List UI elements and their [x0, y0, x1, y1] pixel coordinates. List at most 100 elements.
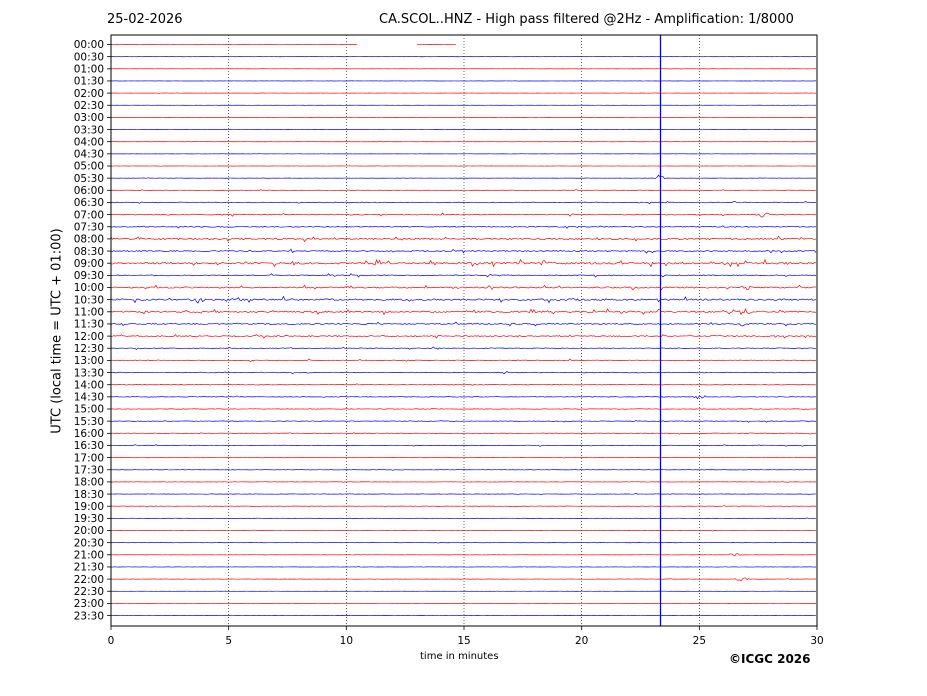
trace-2030	[110, 542, 817, 544]
trace-1800	[110, 481, 817, 483]
y-tick-label: 01:00	[74, 64, 104, 76]
y-tick-label: 22:30	[74, 586, 104, 598]
trace-1030	[110, 295, 817, 304]
credit-label: ©ICGC 2026	[729, 652, 811, 666]
y-tick-label: 19:30	[74, 513, 104, 525]
y-tick-label: 19:00	[74, 501, 104, 513]
y-tick-label: 20:00	[74, 525, 104, 537]
trace-2000	[110, 529, 816, 532]
y-tick-label: 14:00	[74, 379, 104, 391]
y-tick-label: 12:30	[74, 343, 104, 355]
y-tick-label: 17:30	[74, 464, 104, 476]
y-tick-label: 16:30	[74, 440, 104, 452]
y-tick-label: 00:30	[74, 51, 104, 63]
y-tick-label: 23:30	[74, 610, 104, 622]
y-tick-label: 10:30	[74, 294, 104, 306]
date-label: 25-02-2026	[107, 12, 183, 27]
x-axis-label: time in minutes	[420, 651, 499, 662]
y-tick-label: 23:00	[74, 598, 104, 610]
trace-1530	[110, 420, 817, 423]
y-tick-label: 06:30	[74, 197, 104, 209]
y-tick-label: 21:00	[74, 550, 104, 562]
y-tick-label: 04:00	[74, 136, 104, 148]
trace-0830	[110, 248, 817, 254]
y-tick-label: 22:00	[74, 574, 104, 586]
x-tick-label: 30	[810, 635, 823, 647]
trace-0900	[110, 258, 817, 268]
trace-0630	[110, 200, 817, 205]
y-tick-label: 07:30	[74, 221, 104, 233]
y-tick-label: 07:00	[74, 209, 104, 221]
x-tick-label: 15	[457, 635, 470, 647]
trace-0530	[110, 174, 817, 180]
trace-0800	[110, 235, 817, 243]
trace-1230	[110, 346, 817, 350]
trace-1400	[110, 383, 817, 386]
y-tick-label: 13:00	[74, 355, 104, 367]
y-tick-label: 08:00	[74, 234, 104, 246]
y-tick-label: 13:30	[74, 367, 104, 379]
trace-0730	[110, 225, 817, 229]
y-tick-label: 09:30	[74, 270, 104, 282]
trace-1730	[110, 469, 817, 471]
y-tick-label: 15:30	[74, 416, 104, 428]
y-tick-label: 03:00	[74, 112, 104, 124]
y-tick-label: 02:30	[74, 100, 104, 112]
trace-1430	[110, 395, 817, 400]
trace-1700	[110, 456, 817, 459]
grid-layer	[228, 35, 700, 626]
trace-2100	[110, 553, 817, 557]
y-tick-label: 03:30	[74, 124, 104, 136]
trace-1600	[110, 432, 817, 435]
trace-0930	[110, 273, 817, 278]
y-tick-label: 11:30	[74, 319, 104, 331]
y-tick-label: 00:00	[74, 39, 104, 51]
trace-2200	[110, 577, 817, 582]
y-tick-label: 06:00	[74, 185, 104, 197]
y-tick-label: 02:00	[74, 88, 104, 100]
trace-1900	[110, 505, 817, 508]
y-tick-label: 15:00	[74, 404, 104, 416]
trace-1000	[110, 284, 817, 291]
y-tick-label: 01:30	[74, 76, 104, 88]
axis-layer: 00:0000:3001:0001:3002:0002:3003:0003:30…	[74, 34, 824, 647]
y-tick-label: 17:00	[74, 452, 104, 464]
trace-1500	[110, 407, 817, 411]
y-tick-label: 09:00	[74, 258, 104, 270]
trace-0700	[110, 212, 817, 218]
y-tick-label: 20:30	[74, 537, 104, 549]
trace-1930	[110, 517, 817, 520]
y-tick-label: 05:30	[74, 173, 104, 185]
trace-1630	[110, 444, 817, 447]
y-tick-label: 11:00	[74, 307, 104, 319]
y-tick-label: 10:00	[74, 282, 104, 294]
y-tick-label: 18:30	[74, 489, 104, 501]
trace-0300	[110, 116, 817, 118]
trace-0600	[110, 189, 816, 192]
x-tick-label: 10	[340, 635, 353, 647]
trace-1130	[110, 321, 817, 327]
trace-layer	[110, 35, 817, 626]
y-tick-label: 04:30	[74, 149, 104, 161]
trace-1100	[110, 308, 817, 316]
x-tick-label: 0	[108, 635, 115, 647]
y-tick-label: 08:30	[74, 246, 104, 258]
trace-1300	[110, 358, 817, 363]
y-tick-label: 12:00	[74, 331, 104, 343]
x-tick-label: 25	[693, 635, 706, 647]
x-tick-label: 5	[225, 635, 232, 647]
trace-1200	[110, 334, 817, 339]
x-tick-label: 20	[575, 635, 588, 647]
y-tick-label: 18:00	[74, 477, 104, 489]
y-axis-label: UTC (local time = UTC + 01:00)	[49, 228, 65, 434]
y-tick-label: 14:30	[74, 392, 104, 404]
trace-1330	[110, 371, 817, 375]
trace-2130	[110, 566, 817, 568]
trace-1830	[111, 493, 817, 495]
y-tick-label: 05:00	[74, 161, 104, 173]
y-tick-label: 16:00	[74, 428, 104, 440]
y-tick-label: 21:30	[74, 562, 104, 574]
plot-frame	[110, 34, 818, 627]
chart-title: CA.SCOL..HNZ - High pass filtered @2Hz -…	[379, 12, 794, 27]
